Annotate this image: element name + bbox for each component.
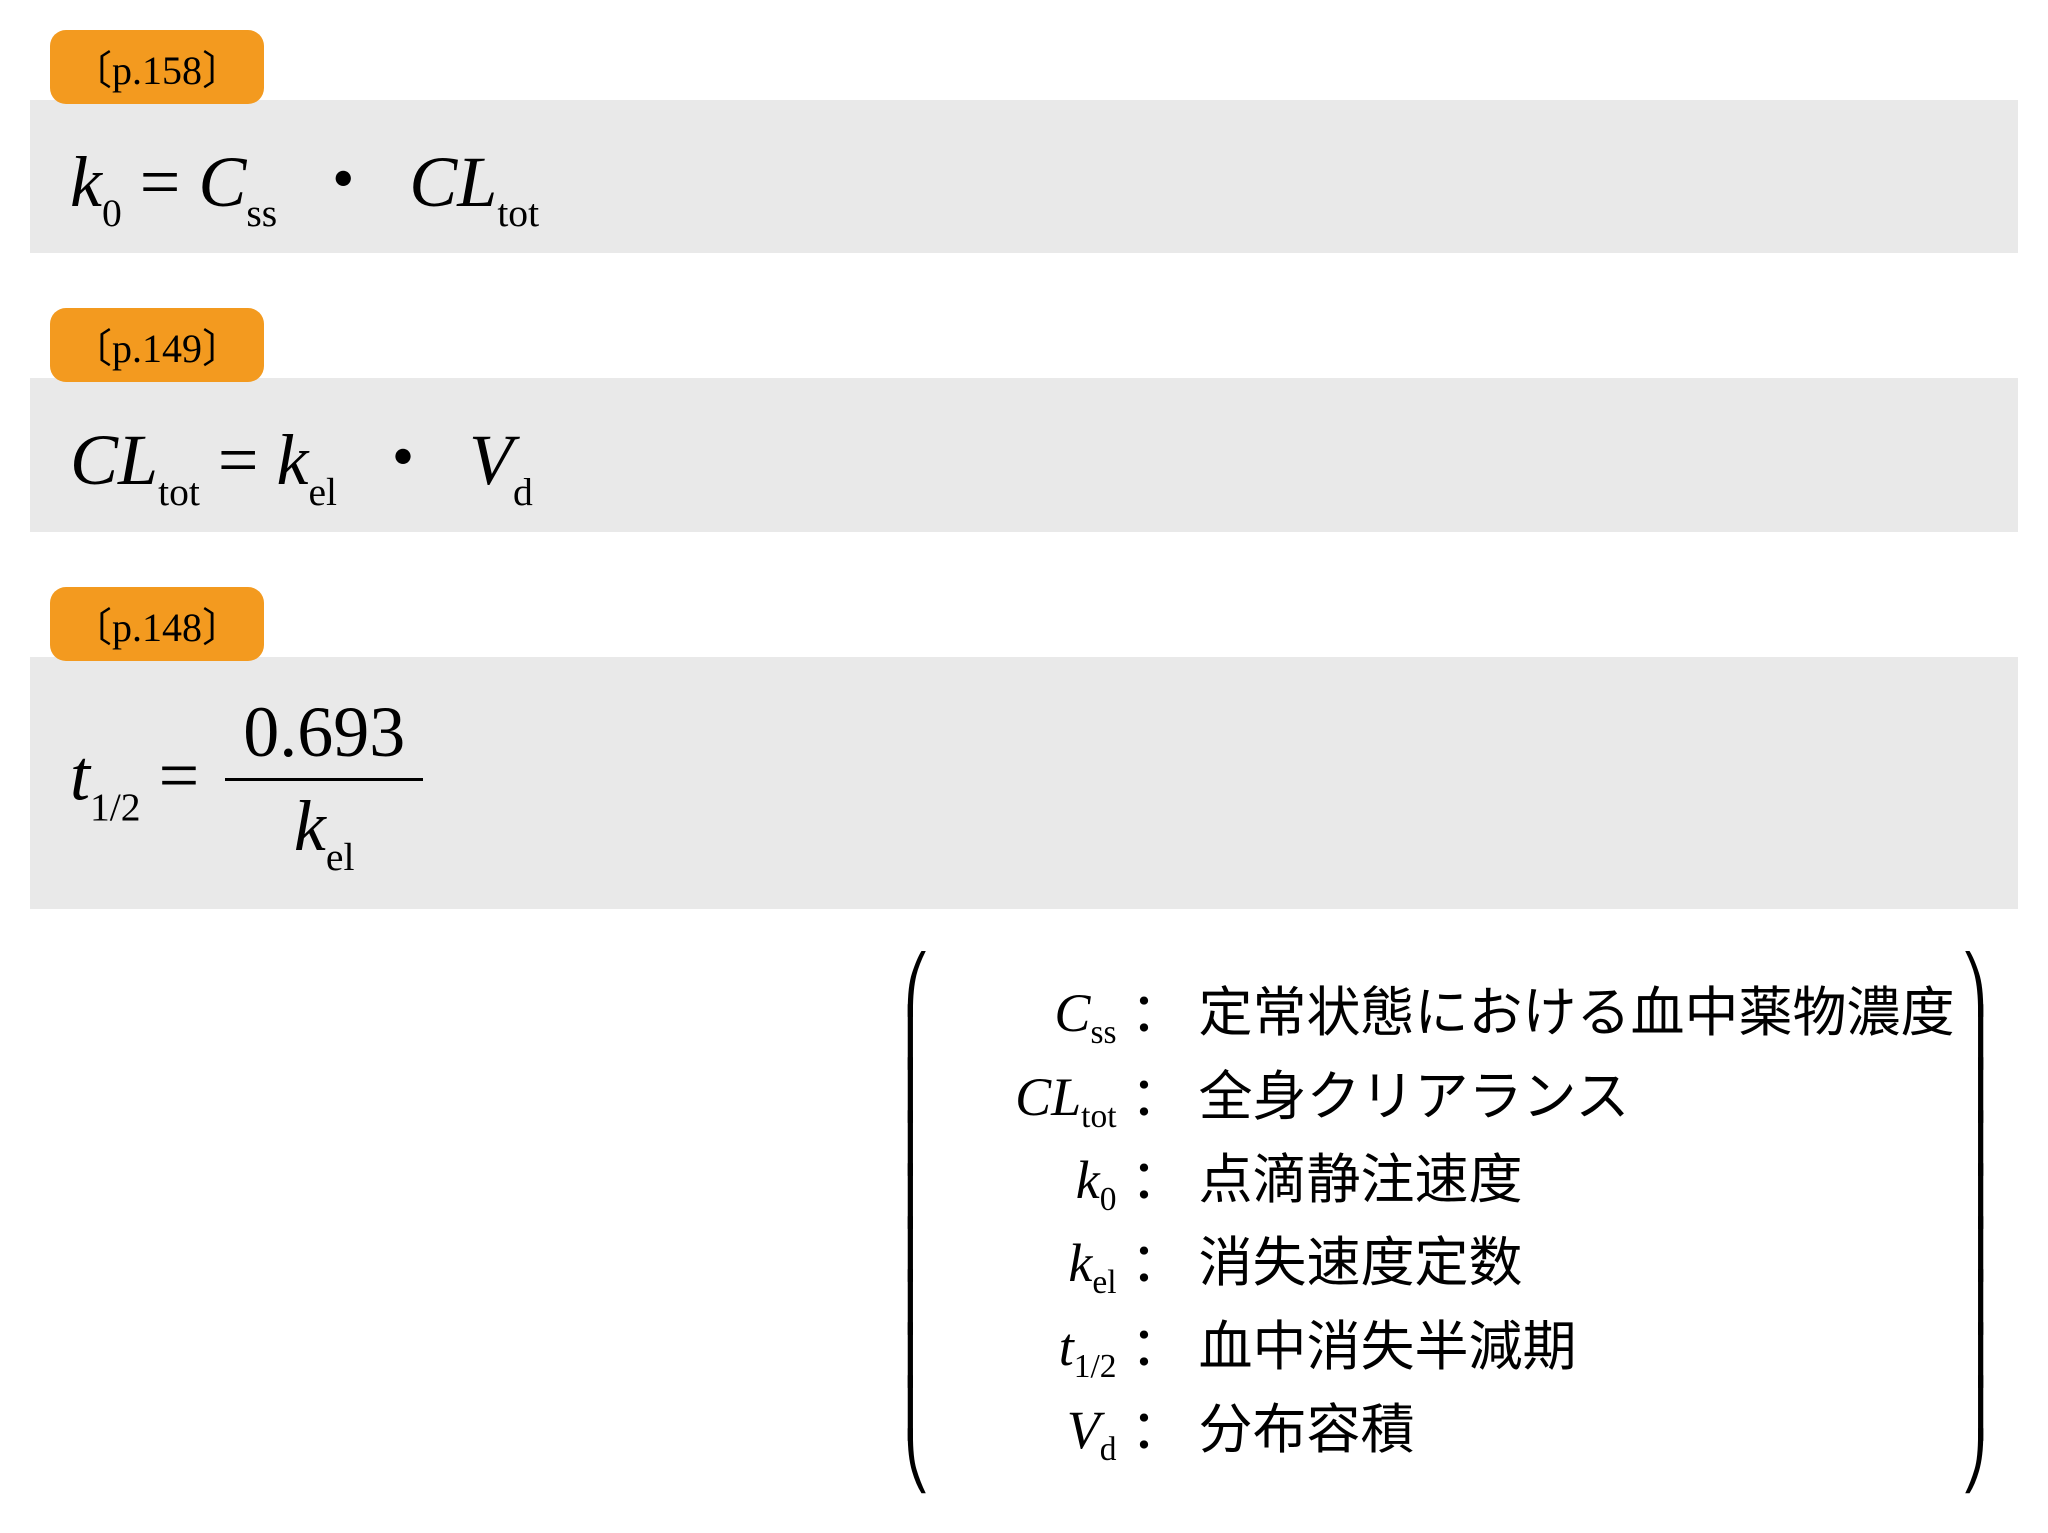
legend-desc: 分布容積 xyxy=(1199,1391,1415,1469)
legend-desc: 血中消失半減期 xyxy=(1199,1308,1577,1386)
legend-inner: Css ： 定常状態における血中薬物濃度 CLtot ： 全身クリアランス k0… xyxy=(903,964,1988,1484)
legend-colon: ： xyxy=(1117,1308,1199,1386)
paren-right-icon xyxy=(1961,964,1989,1484)
legend-desc: 消失速度定数 xyxy=(1199,1224,1523,1302)
formula-expression: CLtot = kel ・ Vd xyxy=(70,400,533,509)
page-ref-tag: 〔p.149〕 xyxy=(50,308,264,382)
legend-colon: ： xyxy=(1117,1224,1199,1302)
paren-left-icon xyxy=(903,964,931,1484)
formula-bar: t1/2 = 0.693 kel xyxy=(30,657,2018,909)
formula-expression: t1/2 = 0.693 kel xyxy=(70,687,431,879)
fraction-numerator: 0.693 xyxy=(225,687,423,781)
fraction-denominator: kel xyxy=(276,781,373,879)
legend-symbol: kel xyxy=(937,1224,1117,1307)
legend-colon: ： xyxy=(1117,1058,1199,1136)
legend-symbol: Css xyxy=(937,974,1117,1057)
legend-symbol: CLtot xyxy=(937,1058,1117,1141)
formula-block-2: 〔p.149〕 CLtot = kel ・ Vd xyxy=(30,308,2018,531)
legend-row: Vd ： 分布容積 xyxy=(937,1391,1955,1474)
legend-desc: 定常状態における血中薬物濃度 xyxy=(1199,974,1955,1052)
legend-desc: 全身クリアランス xyxy=(1199,1058,1630,1136)
legend-row: t1/2 ： 血中消失半減期 xyxy=(937,1308,1955,1391)
formula-block-3: 〔p.148〕 t1/2 = 0.693 kel xyxy=(30,587,2018,909)
page-ref-tag: 〔p.158〕 xyxy=(50,30,264,104)
legend: Css ： 定常状態における血中薬物濃度 CLtot ： 全身クリアランス k0… xyxy=(30,964,2018,1484)
legend-colon: ： xyxy=(1117,1391,1199,1469)
legend-symbol: k0 xyxy=(937,1141,1117,1224)
legend-symbol: t1/2 xyxy=(937,1308,1117,1391)
fraction: 0.693 kel xyxy=(225,687,423,879)
legend-row: Css ： 定常状態における血中薬物濃度 xyxy=(937,974,1955,1057)
formula-expression: k0 = Css ・ CLtot xyxy=(70,122,539,231)
page-ref-tag: 〔p.148〕 xyxy=(50,587,264,661)
formula-bar: CLtot = kel ・ Vd xyxy=(30,378,2018,531)
legend-colon: ： xyxy=(1117,1141,1199,1219)
formula-block-1: 〔p.158〕 k0 = Css ・ CLtot xyxy=(30,30,2018,253)
legend-rows: Css ： 定常状態における血中薬物濃度 CLtot ： 全身クリアランス k0… xyxy=(931,964,1961,1484)
legend-desc: 点滴静注速度 xyxy=(1199,1141,1523,1219)
legend-colon: ： xyxy=(1117,974,1199,1052)
legend-row: k0 ： 点滴静注速度 xyxy=(937,1141,1955,1224)
legend-row: kel ： 消失速度定数 xyxy=(937,1224,1955,1307)
legend-row: CLtot ： 全身クリアランス xyxy=(937,1058,1955,1141)
legend-symbol: Vd xyxy=(937,1391,1117,1474)
formula-bar: k0 = Css ・ CLtot xyxy=(30,100,2018,253)
